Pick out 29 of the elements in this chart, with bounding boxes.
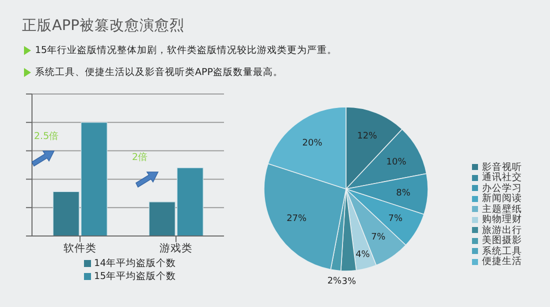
data-label: 4% [356,250,370,260]
legend-label: 便捷生活 [482,256,522,268]
data-label: 2% [327,276,342,286]
legend-label: 影音视听 [482,160,522,173]
legend-label: 15年平均盗版个数 [94,270,176,283]
legend-label: 美图摄影 [482,234,522,246]
legend-label: 办公学习 [482,182,522,194]
data-label: 27% [286,214,308,224]
x-tick-label: 软件类 [64,241,96,254]
data-label: 12% [357,132,378,142]
text: 系统工具、便捷生活以及影音视听类APP盗版数量最高。 [35,66,283,79]
data-label: 20% [302,138,323,149]
chart-title: 正版APP被篡改愈演愈烈 [22,16,184,35]
legend-label: 主题壁纸 [482,202,522,215]
legend-label: 14年平均盗版个数 [94,257,176,270]
annotation: 2.5倍 [34,130,60,143]
data-label: 7% [371,232,386,242]
text: 15年行业盗版情况整体加剧，软件类盗版情况较比游戏类更为严重。 [35,44,338,57]
legend-label: 通讯社交 [482,172,522,184]
data-label: 7% [388,214,403,224]
annotation: 2倍 [132,151,148,164]
data-label: 10% [386,157,407,168]
legend-label: 系统工具 [482,244,522,257]
data-label: 8% [396,188,411,199]
legend-label: 购物理财 [482,213,522,226]
legend-label: 旅游出行 [482,224,522,236]
legend-label: 新闻阅读 [482,192,522,204]
data-label: 3% [342,276,356,287]
x-tick-label: 游戏类 [160,241,192,254]
